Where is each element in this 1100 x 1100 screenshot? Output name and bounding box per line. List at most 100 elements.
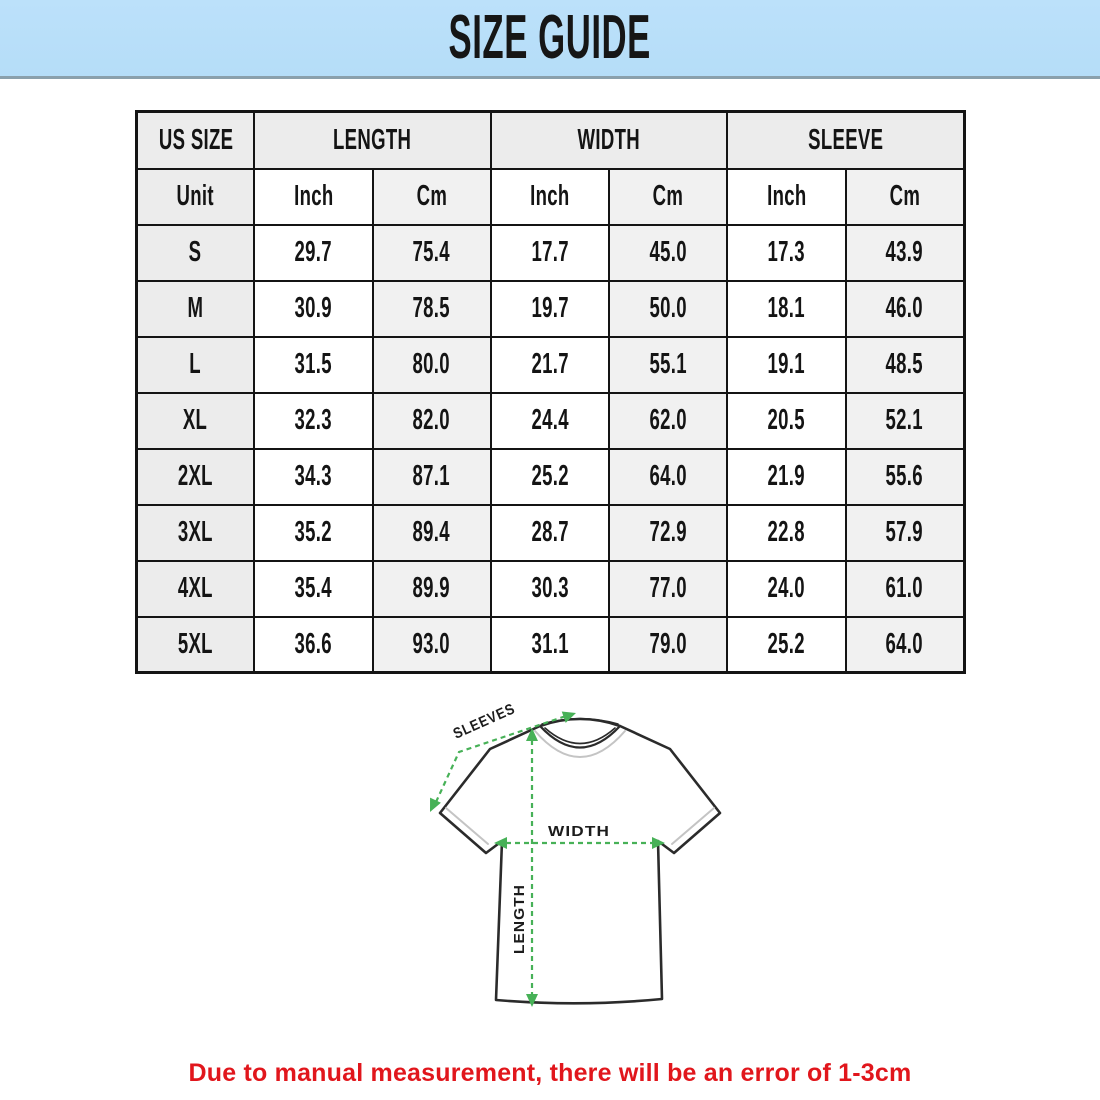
value-cell: 43.9 [844, 223, 966, 282]
value-cell: 17.3 [726, 223, 847, 282]
value-cell: 21.9 [726, 447, 847, 506]
length-label: LENGTH [511, 884, 528, 954]
size-cell: 5XL [134, 615, 256, 674]
value-cell: 17.7 [489, 223, 611, 282]
sleeves-arrow [435, 714, 567, 803]
value-cell: 93.0 [371, 615, 492, 674]
table-row: S 29.7 75.4 17.7 45.0 17.3 43.9 [134, 223, 966, 282]
tshirt-diagram: SLEEVES WIDTH LENGTH [390, 686, 790, 1031]
measurement-note: Due to manual measurement, there will be… [188, 1059, 912, 1087]
value-cell: 25.2 [489, 447, 611, 506]
size-cell: S [134, 223, 256, 282]
unit-cell: Unit [134, 167, 256, 226]
value-cell: 75.4 [371, 223, 492, 282]
value-cell: 57.9 [844, 503, 966, 562]
value-cell: 77.0 [608, 559, 729, 618]
table-row: 4XL 35.4 89.9 30.3 77.0 24.0 61.0 [134, 559, 966, 618]
left-cuff-seam [445, 807, 489, 845]
value-cell: 78.5 [371, 279, 492, 338]
page-title: SIZE GUIDE [448, 3, 652, 72]
sleeves-arrowhead-top-icon [561, 711, 576, 723]
value-cell: 35.4 [253, 559, 374, 618]
collar-inner-arc [544, 727, 616, 745]
table-row: L 31.5 80.0 21.7 55.1 19.1 48.5 [134, 335, 966, 394]
width-arrowhead-right-icon [652, 837, 665, 849]
col-header-sleeve: SLEEVE [726, 110, 965, 170]
value-cell: 89.4 [371, 503, 492, 562]
unit-cell: Inch [489, 167, 611, 226]
value-cell: 72.9 [608, 503, 729, 562]
width-arrowhead-left-icon [494, 837, 507, 849]
sleeves-label: SLEEVES [451, 700, 518, 742]
value-cell: 55.6 [844, 447, 966, 506]
table-row: 3XL 35.2 89.4 28.7 72.9 22.8 57.9 [134, 503, 966, 562]
value-cell: 45.0 [608, 223, 729, 282]
value-cell: 21.7 [489, 335, 611, 394]
value-cell: 80.0 [371, 335, 492, 394]
value-cell: 55.1 [608, 335, 729, 394]
value-cell: 79.0 [608, 615, 729, 674]
value-cell: 82.0 [371, 391, 492, 450]
value-cell: 18.1 [726, 279, 847, 338]
value-cell: 31.1 [489, 615, 611, 674]
size-cell: XL [134, 391, 256, 450]
value-cell: 36.6 [253, 615, 374, 674]
value-cell: 48.5 [844, 335, 966, 394]
value-cell: 64.0 [608, 447, 729, 506]
value-cell: 19.7 [489, 279, 611, 338]
col-header-width: WIDTH [489, 110, 729, 170]
length-arrowhead-top-icon [526, 728, 538, 741]
value-cell: 29.7 [253, 223, 374, 282]
right-cuff-seam [671, 807, 715, 845]
collar-outer-arc [538, 724, 622, 749]
unit-cell: Inch [253, 167, 374, 226]
size-table: US SIZE LENGTH WIDTH SLEEVE Unit Inch Cm… [134, 110, 966, 674]
value-cell: 24.0 [726, 559, 847, 618]
table-row: 5XL 36.6 93.0 31.1 79.0 25.2 64.0 [134, 615, 966, 674]
value-cell: 35.2 [253, 503, 374, 562]
value-cell: 30.9 [253, 279, 374, 338]
value-cell: 34.3 [253, 447, 374, 506]
value-cell: 46.0 [844, 279, 966, 338]
value-cell: 32.3 [253, 391, 374, 450]
collar-top-arc [541, 717, 619, 725]
size-cell: M [134, 279, 256, 338]
table-row: M 30.9 78.5 19.7 50.0 18.1 46.0 [134, 279, 966, 338]
size-cell: 4XL [134, 559, 256, 618]
value-cell: 31.5 [253, 335, 374, 394]
tshirt-body-outline [438, 717, 722, 1005]
table-group-header-row: US SIZE LENGTH WIDTH SLEEVE [134, 110, 965, 170]
unit-cell: Inch [726, 167, 847, 226]
value-cell: 30.3 [489, 559, 611, 618]
collar-seam-arc [534, 730, 626, 758]
value-cell: 22.8 [726, 503, 847, 562]
value-cell: 87.1 [371, 447, 492, 506]
value-cell: 24.4 [489, 391, 611, 450]
unit-cell: Cm [844, 167, 966, 226]
sleeves-arrowhead-bottom-icon [430, 797, 441, 812]
table-unit-row: Unit Inch Cm Inch Cm Inch Cm [134, 167, 966, 226]
value-cell: 28.7 [489, 503, 611, 562]
col-header-length: LENGTH [253, 110, 492, 170]
value-cell: 62.0 [608, 391, 729, 450]
value-cell: 20.5 [726, 391, 847, 450]
table-row: XL 32.3 82.0 24.4 62.0 20.5 52.1 [134, 391, 966, 450]
header-banner: SIZE GUIDE [0, 0, 1100, 79]
length-arrowhead-bottom-icon [526, 994, 538, 1007]
col-header-us-size: US SIZE [134, 110, 256, 170]
size-cell: 3XL [134, 503, 256, 562]
value-cell: 61.0 [844, 559, 966, 618]
value-cell: 52.1 [844, 391, 966, 450]
tshirt-illustration: SLEEVES WIDTH LENGTH [430, 700, 722, 1007]
unit-cell: Cm [608, 167, 729, 226]
table-row: 2XL 34.3 87.1 25.2 64.0 21.9 55.6 [134, 447, 966, 506]
size-cell: L [134, 335, 256, 394]
value-cell: 25.2 [726, 615, 847, 674]
value-cell: 64.0 [844, 615, 966, 674]
value-cell: 19.1 [726, 335, 847, 394]
size-cell: 2XL [134, 447, 256, 506]
value-cell: 50.0 [608, 279, 729, 338]
width-label: WIDTH [548, 823, 610, 840]
value-cell: 89.9 [371, 559, 492, 618]
unit-cell: Cm [371, 167, 492, 226]
